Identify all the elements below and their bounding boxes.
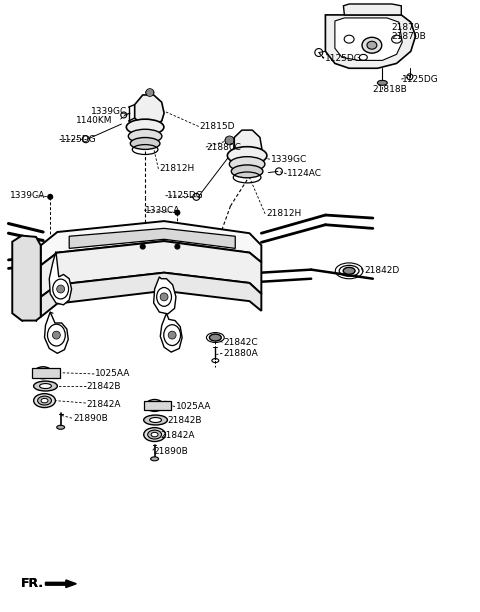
Ellipse shape	[34, 394, 55, 408]
Text: 21890B: 21890B	[154, 447, 189, 456]
Circle shape	[48, 195, 53, 200]
Text: 21880A: 21880A	[223, 349, 258, 358]
Text: 21842A: 21842A	[160, 431, 195, 440]
Circle shape	[160, 293, 168, 301]
Ellipse shape	[34, 381, 57, 391]
Text: 21812H: 21812H	[266, 209, 301, 218]
Text: 21812H: 21812H	[159, 165, 194, 173]
Circle shape	[175, 244, 180, 249]
Text: 1339GC: 1339GC	[91, 108, 127, 116]
Ellipse shape	[57, 425, 65, 429]
Ellipse shape	[231, 165, 263, 178]
Ellipse shape	[377, 80, 387, 85]
Ellipse shape	[41, 398, 48, 403]
Text: 1125DG: 1125DG	[402, 75, 439, 84]
Ellipse shape	[150, 417, 161, 422]
Text: 1125DG: 1125DG	[167, 191, 203, 200]
Text: 21870B: 21870B	[391, 32, 426, 40]
Text: 21842D: 21842D	[364, 266, 399, 275]
Ellipse shape	[367, 41, 377, 49]
Polygon shape	[135, 95, 164, 125]
Ellipse shape	[34, 367, 52, 379]
Polygon shape	[335, 18, 402, 61]
Circle shape	[140, 244, 145, 249]
Text: 1140KM: 1140KM	[76, 116, 113, 125]
Ellipse shape	[362, 37, 382, 53]
Text: 1339CA: 1339CA	[10, 191, 45, 200]
FancyArrow shape	[46, 580, 76, 588]
Text: 21842B: 21842B	[87, 381, 121, 390]
Circle shape	[52, 331, 60, 339]
Circle shape	[49, 370, 56, 376]
Text: FR.: FR.	[21, 577, 44, 590]
Ellipse shape	[39, 369, 48, 376]
Circle shape	[175, 210, 180, 215]
Ellipse shape	[144, 415, 168, 425]
Ellipse shape	[151, 457, 158, 461]
Circle shape	[225, 136, 234, 145]
Polygon shape	[41, 241, 261, 297]
Ellipse shape	[126, 119, 164, 135]
Text: 21818B: 21818B	[373, 85, 408, 94]
Text: 21880C: 21880C	[207, 143, 241, 152]
Text: 21879: 21879	[391, 23, 420, 32]
Ellipse shape	[209, 334, 221, 341]
Ellipse shape	[150, 402, 159, 409]
Polygon shape	[144, 401, 171, 410]
Text: 1124AC: 1124AC	[288, 170, 323, 178]
Ellipse shape	[229, 157, 265, 171]
Ellipse shape	[151, 432, 158, 437]
Text: 21842C: 21842C	[223, 338, 258, 347]
Ellipse shape	[225, 136, 234, 144]
Ellipse shape	[148, 430, 161, 439]
Ellipse shape	[48, 369, 60, 376]
Polygon shape	[49, 252, 72, 305]
Text: 1125DG: 1125DG	[60, 135, 96, 144]
Polygon shape	[325, 15, 416, 69]
Polygon shape	[234, 130, 262, 159]
Ellipse shape	[37, 396, 51, 405]
Polygon shape	[32, 368, 60, 378]
Text: 1339GC: 1339GC	[271, 155, 307, 164]
Ellipse shape	[39, 384, 51, 389]
Text: FR.: FR.	[21, 577, 44, 590]
Text: 21842A: 21842A	[87, 400, 121, 409]
Ellipse shape	[144, 428, 166, 441]
Ellipse shape	[128, 129, 162, 143]
Ellipse shape	[228, 147, 267, 165]
Text: 21815D: 21815D	[200, 122, 235, 131]
Ellipse shape	[146, 89, 154, 95]
Text: 1025AA: 1025AA	[96, 370, 131, 378]
Text: 1339CA: 1339CA	[145, 206, 180, 215]
Text: 21890B: 21890B	[73, 414, 108, 423]
Polygon shape	[12, 236, 41, 321]
Ellipse shape	[343, 267, 355, 274]
Polygon shape	[343, 4, 401, 15]
Circle shape	[57, 285, 65, 293]
Ellipse shape	[146, 400, 164, 411]
Polygon shape	[41, 221, 261, 266]
Polygon shape	[45, 312, 68, 353]
Text: 1025AA: 1025AA	[176, 402, 211, 411]
Polygon shape	[69, 228, 235, 248]
Circle shape	[161, 403, 167, 408]
Polygon shape	[160, 313, 182, 352]
Text: 1125DG: 1125DG	[325, 54, 362, 63]
Circle shape	[168, 331, 176, 339]
Ellipse shape	[159, 401, 171, 409]
Text: 21842B: 21842B	[168, 416, 202, 425]
Polygon shape	[41, 272, 261, 317]
Polygon shape	[154, 277, 176, 314]
Circle shape	[146, 89, 154, 97]
Ellipse shape	[130, 138, 160, 149]
